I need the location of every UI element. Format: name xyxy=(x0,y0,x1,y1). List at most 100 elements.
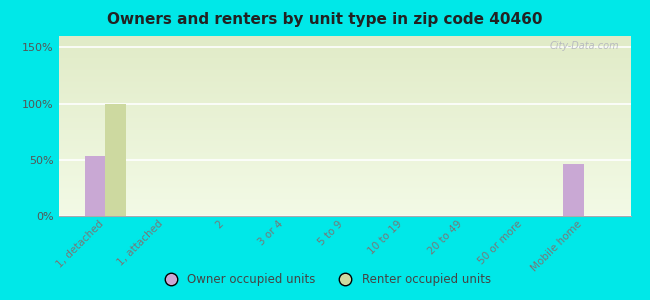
Bar xyxy=(58,120,630,121)
Bar xyxy=(58,185,630,186)
Bar xyxy=(58,132,630,133)
Bar xyxy=(58,199,630,200)
Bar xyxy=(58,86,630,87)
Bar xyxy=(58,215,630,216)
Bar xyxy=(58,61,630,62)
Bar xyxy=(58,200,630,201)
Bar xyxy=(58,194,630,195)
Bar xyxy=(58,60,630,61)
Bar xyxy=(58,158,630,159)
Bar xyxy=(58,38,630,39)
Bar xyxy=(58,55,630,56)
Bar xyxy=(58,175,630,176)
Bar xyxy=(58,69,630,70)
Bar xyxy=(58,81,630,82)
Bar xyxy=(58,178,630,179)
Bar xyxy=(58,182,630,183)
Bar xyxy=(58,157,630,158)
Bar xyxy=(58,97,630,98)
Bar xyxy=(58,187,630,188)
Bar xyxy=(58,51,630,52)
Bar xyxy=(58,84,630,85)
Text: City-Data.com: City-Data.com xyxy=(549,41,619,51)
Bar xyxy=(58,73,630,74)
Bar xyxy=(58,101,630,102)
Bar xyxy=(58,198,630,199)
Bar xyxy=(58,105,630,106)
Bar xyxy=(58,137,630,138)
Bar xyxy=(58,77,630,78)
Bar xyxy=(58,154,630,155)
Bar xyxy=(58,204,630,205)
Bar xyxy=(58,125,630,126)
Bar xyxy=(58,106,630,107)
Bar xyxy=(58,169,630,170)
Bar xyxy=(58,76,630,77)
Bar xyxy=(58,183,630,184)
Bar xyxy=(58,165,630,166)
Bar xyxy=(58,79,630,80)
Bar xyxy=(58,202,630,203)
Bar xyxy=(58,95,630,96)
Bar xyxy=(58,85,630,86)
Bar xyxy=(58,149,630,150)
Bar xyxy=(58,94,630,95)
Bar xyxy=(58,52,630,53)
Bar xyxy=(58,117,630,118)
Bar xyxy=(58,103,630,104)
Bar xyxy=(58,83,630,84)
Bar xyxy=(58,102,630,103)
Bar xyxy=(58,124,630,125)
Bar xyxy=(58,44,630,45)
Bar xyxy=(58,104,630,105)
Bar xyxy=(58,210,630,211)
Bar xyxy=(58,143,630,144)
Bar xyxy=(58,115,630,116)
Bar xyxy=(58,151,630,152)
Bar xyxy=(58,141,630,142)
Bar xyxy=(58,110,630,111)
Bar xyxy=(58,82,630,83)
Bar xyxy=(58,202,630,203)
Bar xyxy=(58,78,630,79)
Bar xyxy=(58,188,630,189)
Bar xyxy=(58,107,630,108)
Bar xyxy=(58,70,630,71)
Bar xyxy=(58,111,630,112)
Bar xyxy=(58,109,630,110)
Bar xyxy=(58,58,630,59)
Bar xyxy=(563,164,584,216)
Bar xyxy=(58,127,630,128)
Bar xyxy=(58,213,630,214)
Bar xyxy=(58,80,630,81)
Bar xyxy=(58,56,630,57)
Bar xyxy=(58,195,630,196)
Bar xyxy=(58,209,630,210)
Bar xyxy=(58,153,630,154)
Bar xyxy=(58,93,630,94)
Bar xyxy=(58,144,630,145)
Bar xyxy=(58,67,630,68)
Bar xyxy=(58,192,630,193)
Bar xyxy=(58,100,630,101)
Bar xyxy=(58,39,630,40)
Bar xyxy=(58,41,630,42)
Bar xyxy=(58,184,630,185)
Bar xyxy=(58,88,630,89)
Bar xyxy=(58,190,630,191)
Bar xyxy=(58,66,630,67)
Bar xyxy=(84,156,105,216)
Bar xyxy=(58,150,630,151)
Bar xyxy=(58,208,630,209)
Bar xyxy=(58,128,630,129)
Bar xyxy=(58,139,630,140)
Bar xyxy=(58,161,630,162)
Bar xyxy=(58,131,630,132)
Bar xyxy=(58,170,630,171)
Bar xyxy=(58,211,630,212)
Bar xyxy=(58,163,630,164)
Bar xyxy=(58,207,630,208)
Bar xyxy=(58,68,630,69)
Bar xyxy=(58,122,630,123)
Bar xyxy=(58,167,630,168)
